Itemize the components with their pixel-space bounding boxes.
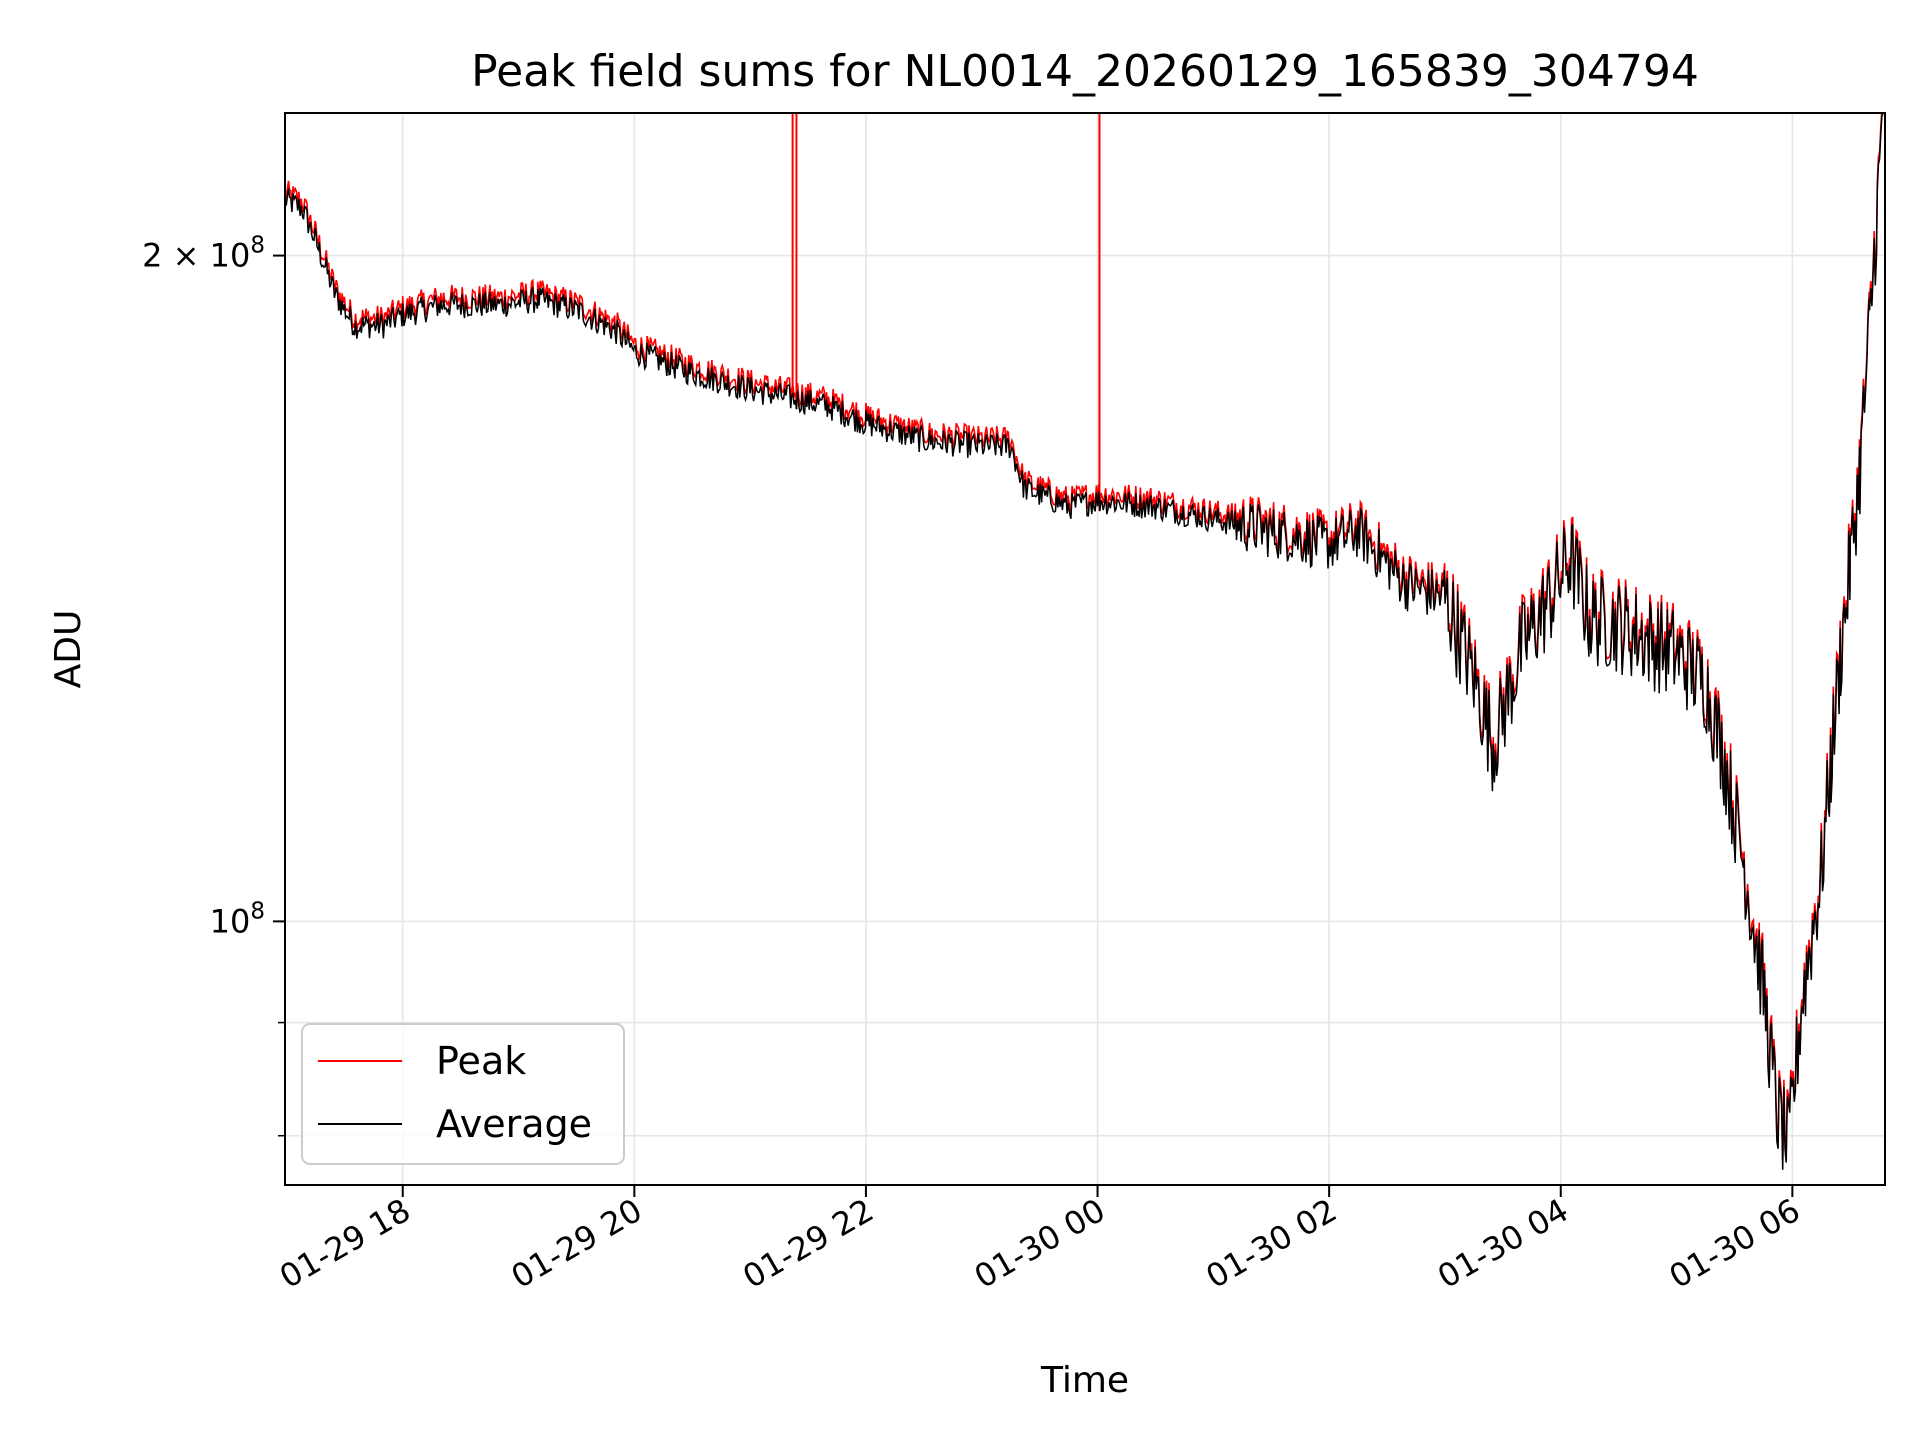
y-tick-label: 108 bbox=[210, 898, 265, 940]
plot-area bbox=[285, 113, 1885, 1185]
y-tick-label-exponent: 8 bbox=[250, 233, 265, 259]
legend-label-average: Average bbox=[436, 1102, 592, 1146]
y-tick-label-exponent: 8 bbox=[250, 898, 265, 924]
y-tick-label-multiplier: 2 × bbox=[142, 237, 210, 275]
y-tick-label: 2 × 108 bbox=[142, 233, 265, 275]
legend-box bbox=[301, 1023, 625, 1165]
series-line-average bbox=[285, 113, 1884, 1170]
grid bbox=[285, 113, 1885, 1185]
legend: Peak Average bbox=[301, 1023, 625, 1165]
legend-label-peak: Peak bbox=[436, 1039, 526, 1083]
chart-title: Peak field sums for NL0014_20260129_1658… bbox=[471, 46, 1699, 97]
y-axis-label: ADU bbox=[48, 610, 89, 689]
y-tick-label-base: 10 bbox=[210, 902, 251, 940]
x-axis-label: Time bbox=[1040, 1360, 1129, 1401]
plot-frame bbox=[284, 112, 1886, 1186]
y-tick-label-base: 10 bbox=[210, 237, 251, 275]
series-layer bbox=[285, 113, 1884, 1170]
